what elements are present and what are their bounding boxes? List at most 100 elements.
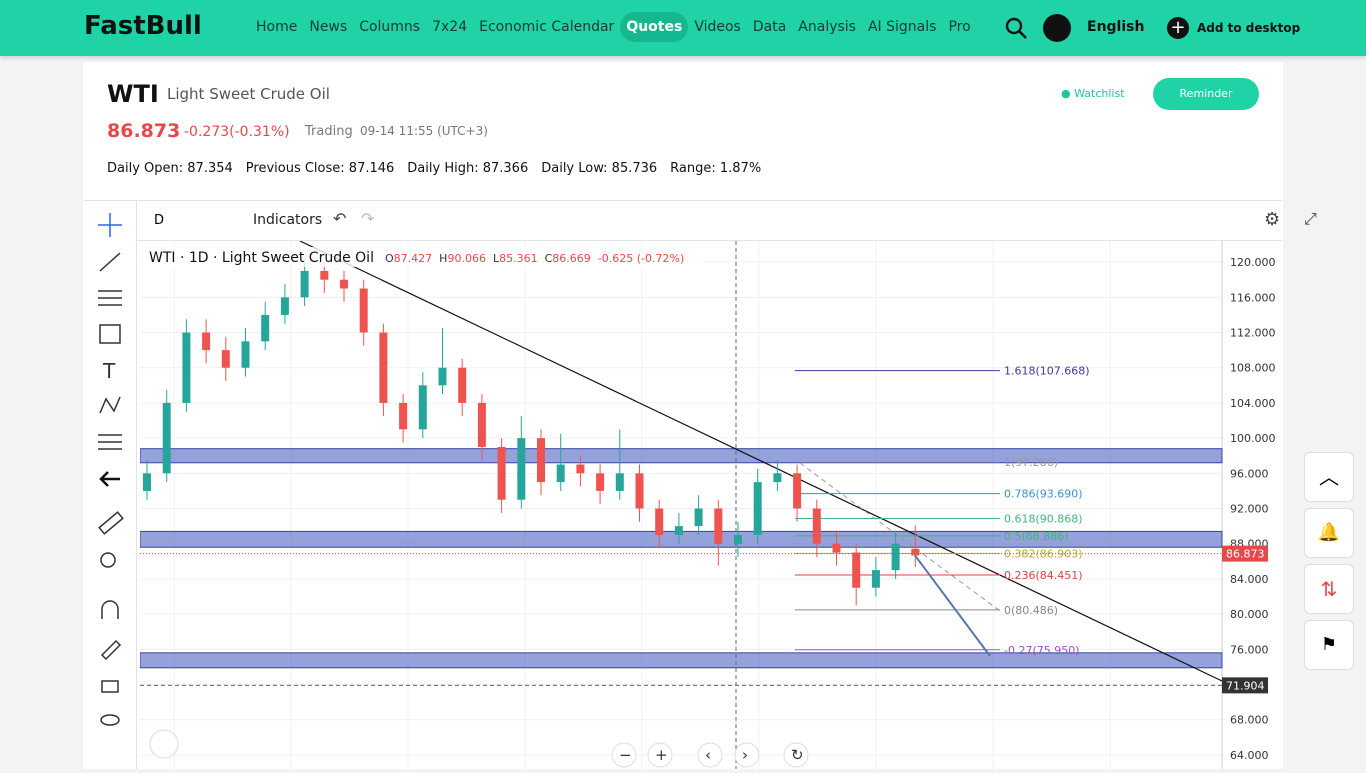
y-tick-label: 120.000 xyxy=(1230,256,1276,269)
trade-button[interactable]: ⇅ xyxy=(1304,564,1354,614)
ohlc-value: 85.361 xyxy=(499,252,538,265)
add-to-desktop[interactable]: Add to desktop xyxy=(1197,21,1301,35)
candle-body xyxy=(871,570,880,588)
candle-body xyxy=(497,446,506,500)
stat: Previous Close: 87.146 xyxy=(246,161,395,176)
logo[interactable]: FastBull xyxy=(84,11,202,41)
ohlc-key: L xyxy=(493,252,500,265)
time: 09-14 11:55 (UTC+3) xyxy=(360,124,488,138)
nav-control[interactable] xyxy=(697,742,723,768)
legend-change: -0.625 (-0.72%) xyxy=(598,252,684,265)
interval[interactable]: D xyxy=(154,213,165,228)
lock-draw-tool[interactable] xyxy=(100,639,122,661)
candle-body xyxy=(793,473,802,509)
instrument-name: Light Sweet Crude Oil xyxy=(167,85,330,103)
nav-item[interactable]: Pro xyxy=(948,19,971,35)
nav-item[interactable]: Data xyxy=(752,19,787,35)
settings[interactable]: ⚙ xyxy=(1264,209,1281,230)
candle-body xyxy=(911,548,920,556)
nav-control[interactable] xyxy=(734,742,760,768)
feedback-button[interactable]: ⚑ xyxy=(1304,620,1354,670)
candle-body xyxy=(202,332,211,351)
watchlist-button[interactable]: ● Watchlist xyxy=(1061,87,1125,100)
y-tick-label: 76.000 xyxy=(1230,643,1269,656)
nav-item[interactable]: Quotes xyxy=(620,12,689,42)
nav-item[interactable]: AI Signals xyxy=(867,19,937,35)
candle-body xyxy=(734,534,742,544)
candle-body xyxy=(261,314,270,342)
language[interactable]: English xyxy=(1087,19,1145,35)
fib-label: 0(80.486) xyxy=(1004,604,1058,617)
scroll-top[interactable]: ︿ xyxy=(1304,452,1354,502)
candle-body xyxy=(340,279,348,289)
candle-body xyxy=(694,508,703,527)
stat-value: 87.146 xyxy=(348,161,395,176)
stats: Daily Open: 87.354 Previous Close: 87.146… xyxy=(107,161,761,176)
stat-value: 85.736 xyxy=(611,161,658,176)
lines-tool[interactable] xyxy=(98,290,122,306)
alert-button[interactable]: 🔔 xyxy=(1304,508,1354,558)
nav-item[interactable]: Videos xyxy=(694,19,741,35)
pattern-tool[interactable] xyxy=(99,396,121,414)
stat-label: Daily Low: xyxy=(541,161,608,176)
plot-bg xyxy=(140,241,1222,769)
candle-body xyxy=(241,341,250,368)
nav-item[interactable]: Columns xyxy=(359,19,421,35)
candle-body xyxy=(438,367,447,386)
ruler-tool[interactable] xyxy=(98,511,124,535)
indicators[interactable]: Indicators xyxy=(253,212,323,228)
y-tick-label: 100.000 xyxy=(1230,432,1276,445)
price: 86.873 xyxy=(107,120,181,142)
fullscreen[interactable]: ⤢ xyxy=(1304,209,1317,228)
candle-body xyxy=(458,367,467,403)
chart: 64.00068.00072.00076.00080.00084.00088.0… xyxy=(140,241,1276,769)
nav-control[interactable] xyxy=(783,742,809,768)
candle-body xyxy=(162,402,171,474)
undo[interactable]: ↶ xyxy=(333,209,347,228)
stat: Range: 1.87% xyxy=(670,161,761,176)
nav-item[interactable]: Home xyxy=(256,19,298,35)
lock-tool[interactable] xyxy=(101,680,119,693)
candle-body xyxy=(477,402,486,447)
eye-tool[interactable] xyxy=(100,714,120,726)
nav-control-icon: − xyxy=(619,746,632,764)
candle-body xyxy=(596,473,605,491)
candle-body xyxy=(576,464,585,474)
y-tick-label: 112.000 xyxy=(1230,327,1276,340)
add-icon[interactable]: + xyxy=(1167,17,1189,39)
change: -0.273(-0.31%) xyxy=(184,124,290,140)
watchlist-text: Watchlist xyxy=(1074,87,1125,100)
fib-label: 0.5(88.886) xyxy=(1004,530,1069,543)
avatar[interactable] xyxy=(1043,14,1071,42)
magnet-tool[interactable] xyxy=(101,600,119,619)
trend-tool[interactable] xyxy=(99,252,121,272)
nav-control-icon: + xyxy=(655,746,668,764)
fib-tool[interactable] xyxy=(98,434,122,450)
zone xyxy=(140,652,1223,669)
zoom-tool[interactable] xyxy=(100,552,116,568)
fib-label: 0.618(90.868) xyxy=(1004,512,1083,525)
ohlc-value: 87.427 xyxy=(394,252,433,265)
nav-control-icon: › xyxy=(742,746,748,764)
redo[interactable]: ↷ xyxy=(361,209,375,228)
nav-item[interactable]: News xyxy=(309,19,348,35)
shape-tool[interactable] xyxy=(99,324,121,344)
zone xyxy=(140,448,1223,464)
stat: Daily Open: 87.354 xyxy=(107,161,233,176)
nav-item[interactable]: Economic Calendar xyxy=(479,19,615,35)
nav-item[interactable]: Analysis xyxy=(798,19,856,35)
nav-control[interactable] xyxy=(647,742,673,768)
side-buttons: ︿ 🔔 ⇅ ⚑ xyxy=(1304,452,1354,672)
search-icon[interactable] xyxy=(1004,16,1028,40)
crosshair-tag xyxy=(1222,677,1268,694)
crosshair-tool[interactable] xyxy=(98,213,122,237)
candle-body xyxy=(714,508,723,544)
text-tool[interactable]: T xyxy=(102,359,116,383)
crosshair-label: 71.904 xyxy=(1226,679,1265,692)
candle-body xyxy=(674,526,683,535)
nav-control[interactable] xyxy=(611,742,637,768)
nav-item[interactable]: 7x24 xyxy=(432,19,468,35)
back-tool[interactable] xyxy=(99,471,120,487)
reminder-button[interactable]: Reminder xyxy=(1153,78,1259,110)
